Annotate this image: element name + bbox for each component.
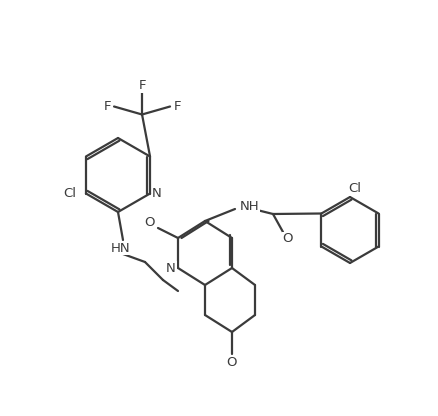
Text: Cl: Cl <box>64 187 76 200</box>
Text: HN: HN <box>111 242 131 255</box>
Text: F: F <box>103 100 110 113</box>
Text: O: O <box>145 216 155 230</box>
Text: F: F <box>138 79 145 92</box>
Text: NH: NH <box>240 200 259 213</box>
Text: O: O <box>226 356 237 369</box>
Text: O: O <box>282 233 293 245</box>
Text: F: F <box>173 100 180 113</box>
Text: H: H <box>238 200 247 213</box>
Text: N: N <box>166 262 176 275</box>
Text: Cl: Cl <box>348 183 360 196</box>
Text: N: N <box>152 187 162 200</box>
